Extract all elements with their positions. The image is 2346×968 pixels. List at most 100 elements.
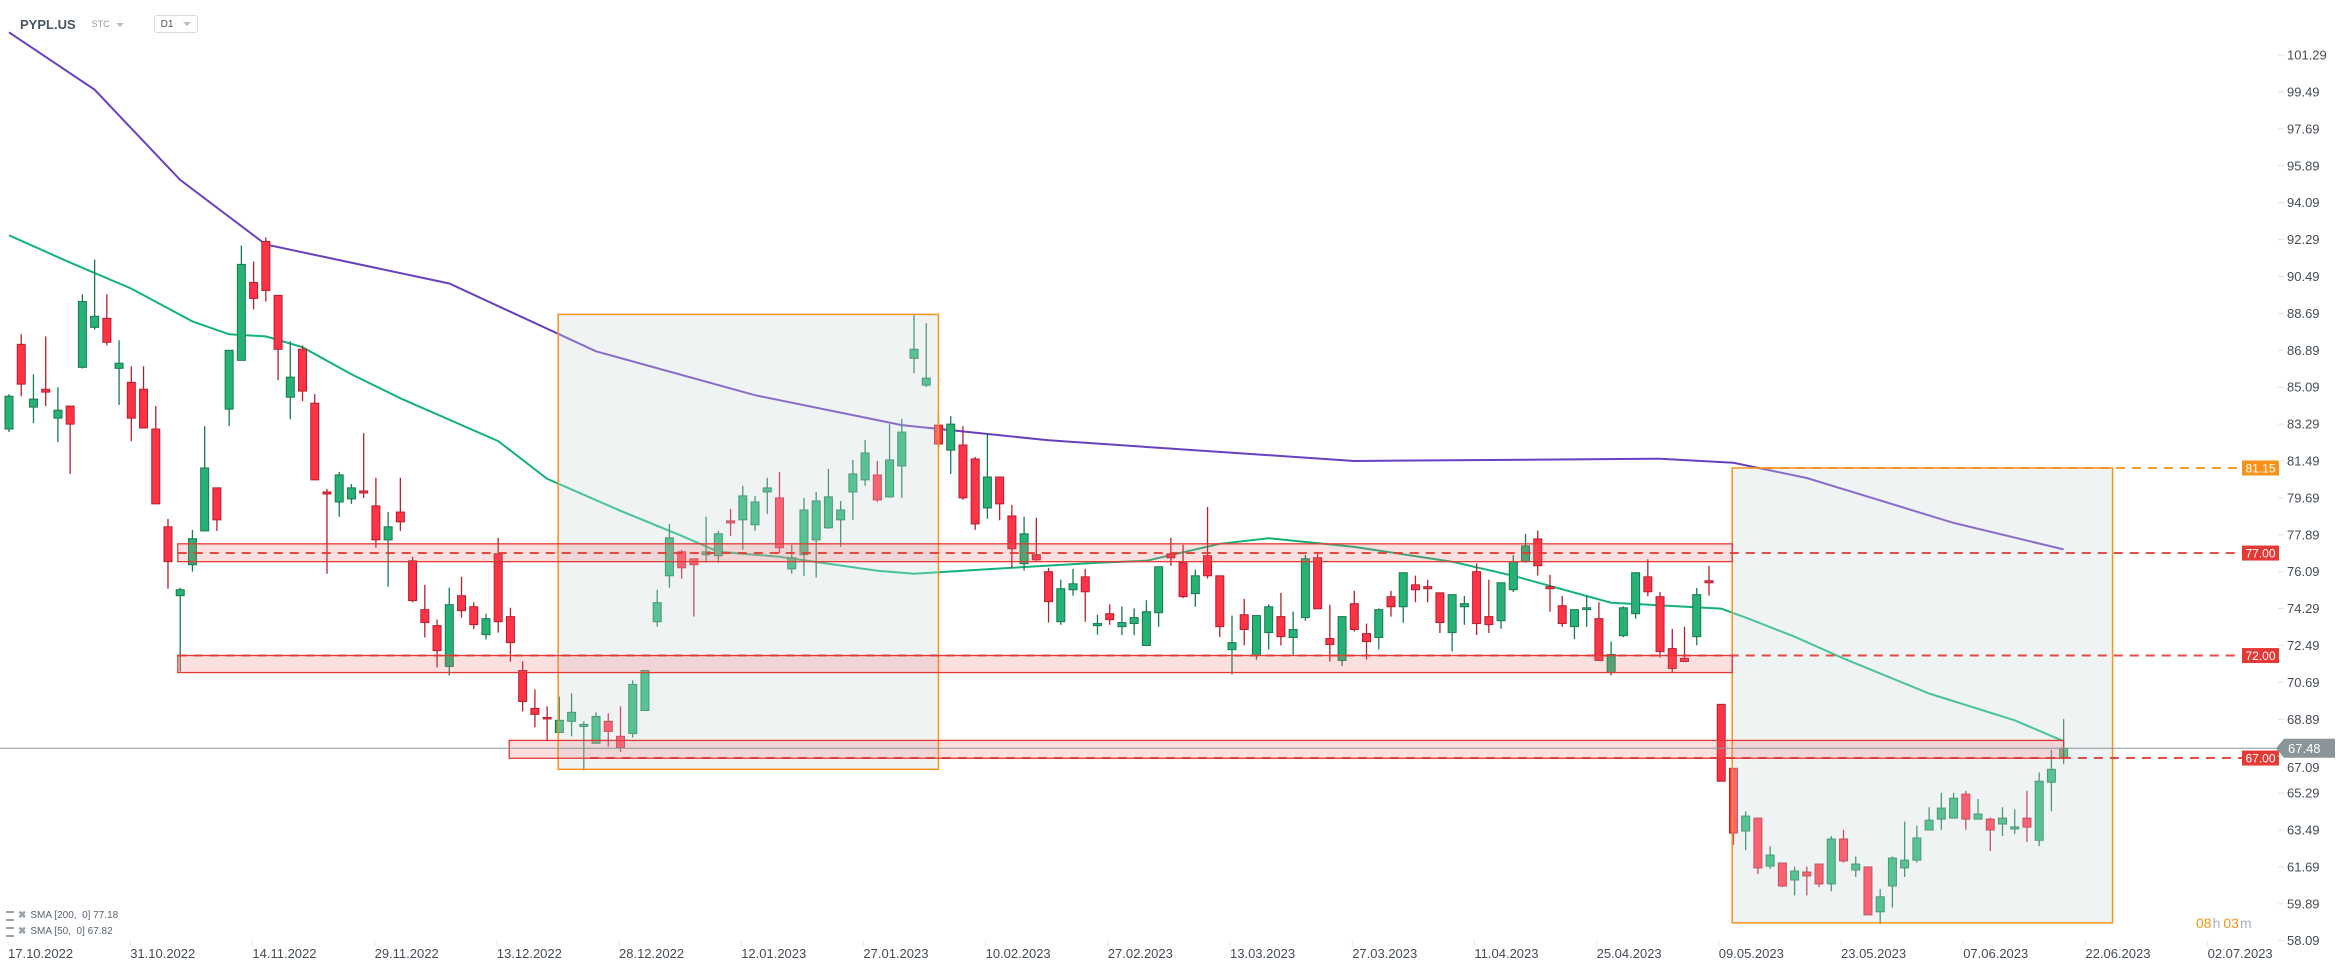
candle-body <box>1325 638 1335 645</box>
level-tag-label: 72.00 <box>2245 649 2275 663</box>
candle <box>1227 615 1237 675</box>
candle-body <box>469 606 479 626</box>
candle <box>1435 592 1445 633</box>
candle <box>1154 566 1164 627</box>
candle-body <box>1362 633 1372 643</box>
candle-body <box>811 500 821 541</box>
candle <box>762 477 772 514</box>
candle-body <box>1875 896 1885 913</box>
candle-body <box>518 670 528 702</box>
candle <box>1582 596 1592 627</box>
candle <box>1924 807 1934 831</box>
current-price-label: 67.48 <box>2288 741 2321 756</box>
candle-body <box>236 263 246 361</box>
candle <box>334 471 344 517</box>
candle <box>1802 866 1812 896</box>
support-resistance-zone[interactable] <box>177 543 1733 563</box>
close-icon[interactable]: ✖ <box>18 926 27 937</box>
candle <box>567 693 577 737</box>
candle-body <box>2022 817 2032 828</box>
candle-body <box>1459 603 1469 608</box>
support-resistance-zone[interactable] <box>177 654 1733 674</box>
candle <box>151 406 161 505</box>
candle-body <box>1790 870 1800 881</box>
candle-body <box>1117 622 1127 628</box>
candle <box>848 459 858 520</box>
timeframe-select[interactable]: D1 <box>153 15 199 33</box>
y-tick-label: 76.09 <box>2287 564 2320 579</box>
settings-icon[interactable] <box>6 911 14 921</box>
candle <box>1337 616 1347 666</box>
legend-sma-50[interactable]: ✖ SMA [50, 0] 67.82 <box>6 926 113 938</box>
candle <box>1141 600 1151 646</box>
candle <box>1728 767 1738 845</box>
market-selector[interactable]: STC <box>92 19 124 29</box>
candle-body <box>1190 575 1200 595</box>
candle <box>1190 569 1200 607</box>
y-tick-label: 67.09 <box>2287 760 2320 775</box>
range-box-fill <box>558 314 939 770</box>
candle <box>175 587 185 672</box>
candle <box>65 405 75 474</box>
candle <box>1997 807 2007 836</box>
candle <box>1655 591 1665 658</box>
candle <box>518 661 528 712</box>
chevron-down-icon <box>183 22 192 26</box>
candle-body <box>823 496 833 529</box>
candle-body <box>457 595 467 612</box>
candle <box>359 433 369 498</box>
candle-body <box>958 444 968 499</box>
candle-body <box>1777 862 1787 887</box>
candle <box>1362 623 1372 660</box>
candle-body <box>1826 838 1836 885</box>
candle <box>1557 596 1567 627</box>
support-resistance-zone[interactable] <box>508 739 2065 759</box>
countdown-hours-unit: h <box>2212 915 2221 931</box>
timeframe-label: D1 <box>160 18 174 30</box>
level-tag-label: 81.15 <box>2245 461 2275 475</box>
candle <box>163 518 173 589</box>
candle <box>310 394 320 481</box>
candle <box>1215 575 1225 638</box>
candle <box>1105 604 1115 625</box>
candle-body <box>28 398 38 408</box>
settings-icon[interactable] <box>6 927 14 937</box>
candle-body <box>836 509 846 521</box>
candle-body <box>713 533 723 557</box>
candle <box>1667 628 1677 672</box>
candle-body <box>1129 617 1139 625</box>
candle <box>664 523 674 588</box>
y-tick-label: 101.29 <box>2287 48 2327 63</box>
candle <box>750 495 760 531</box>
level-tag <box>2242 460 2279 476</box>
range-box[interactable] <box>1731 467 2114 924</box>
candle <box>1325 604 1335 662</box>
candle <box>1594 602 1604 661</box>
candle-body <box>1178 562 1188 598</box>
candle <box>1839 829 1848 863</box>
close-icon[interactable]: ✖ <box>18 910 27 921</box>
range-box[interactable] <box>557 313 940 771</box>
candle-body <box>395 511 405 523</box>
candle <box>1031 517 1041 561</box>
candle <box>2010 809 2020 834</box>
candle <box>1349 590 1359 632</box>
market-label: STC <box>91 19 110 29</box>
candle <box>1496 582 1506 629</box>
candle <box>1459 596 1469 625</box>
candle-body <box>1203 555 1213 577</box>
x-tick-label: 14.11.2022 <box>252 946 316 961</box>
candle-body <box>41 388 51 393</box>
current-price-tag <box>2276 738 2335 758</box>
candle-body <box>334 474 344 503</box>
candle-body <box>1264 606 1274 634</box>
candle <box>774 471 784 554</box>
candle-body <box>1508 561 1518 591</box>
candle-body <box>652 602 662 623</box>
x-tick-label: 27.03.2023 <box>1352 946 1417 961</box>
candle-body <box>677 551 687 569</box>
legend-sma-200[interactable]: ✖ SMA [200, 0] 77.18 <box>6 910 118 922</box>
y-tick-label: 88.69 <box>2287 306 2320 321</box>
candle-body <box>1154 566 1164 614</box>
